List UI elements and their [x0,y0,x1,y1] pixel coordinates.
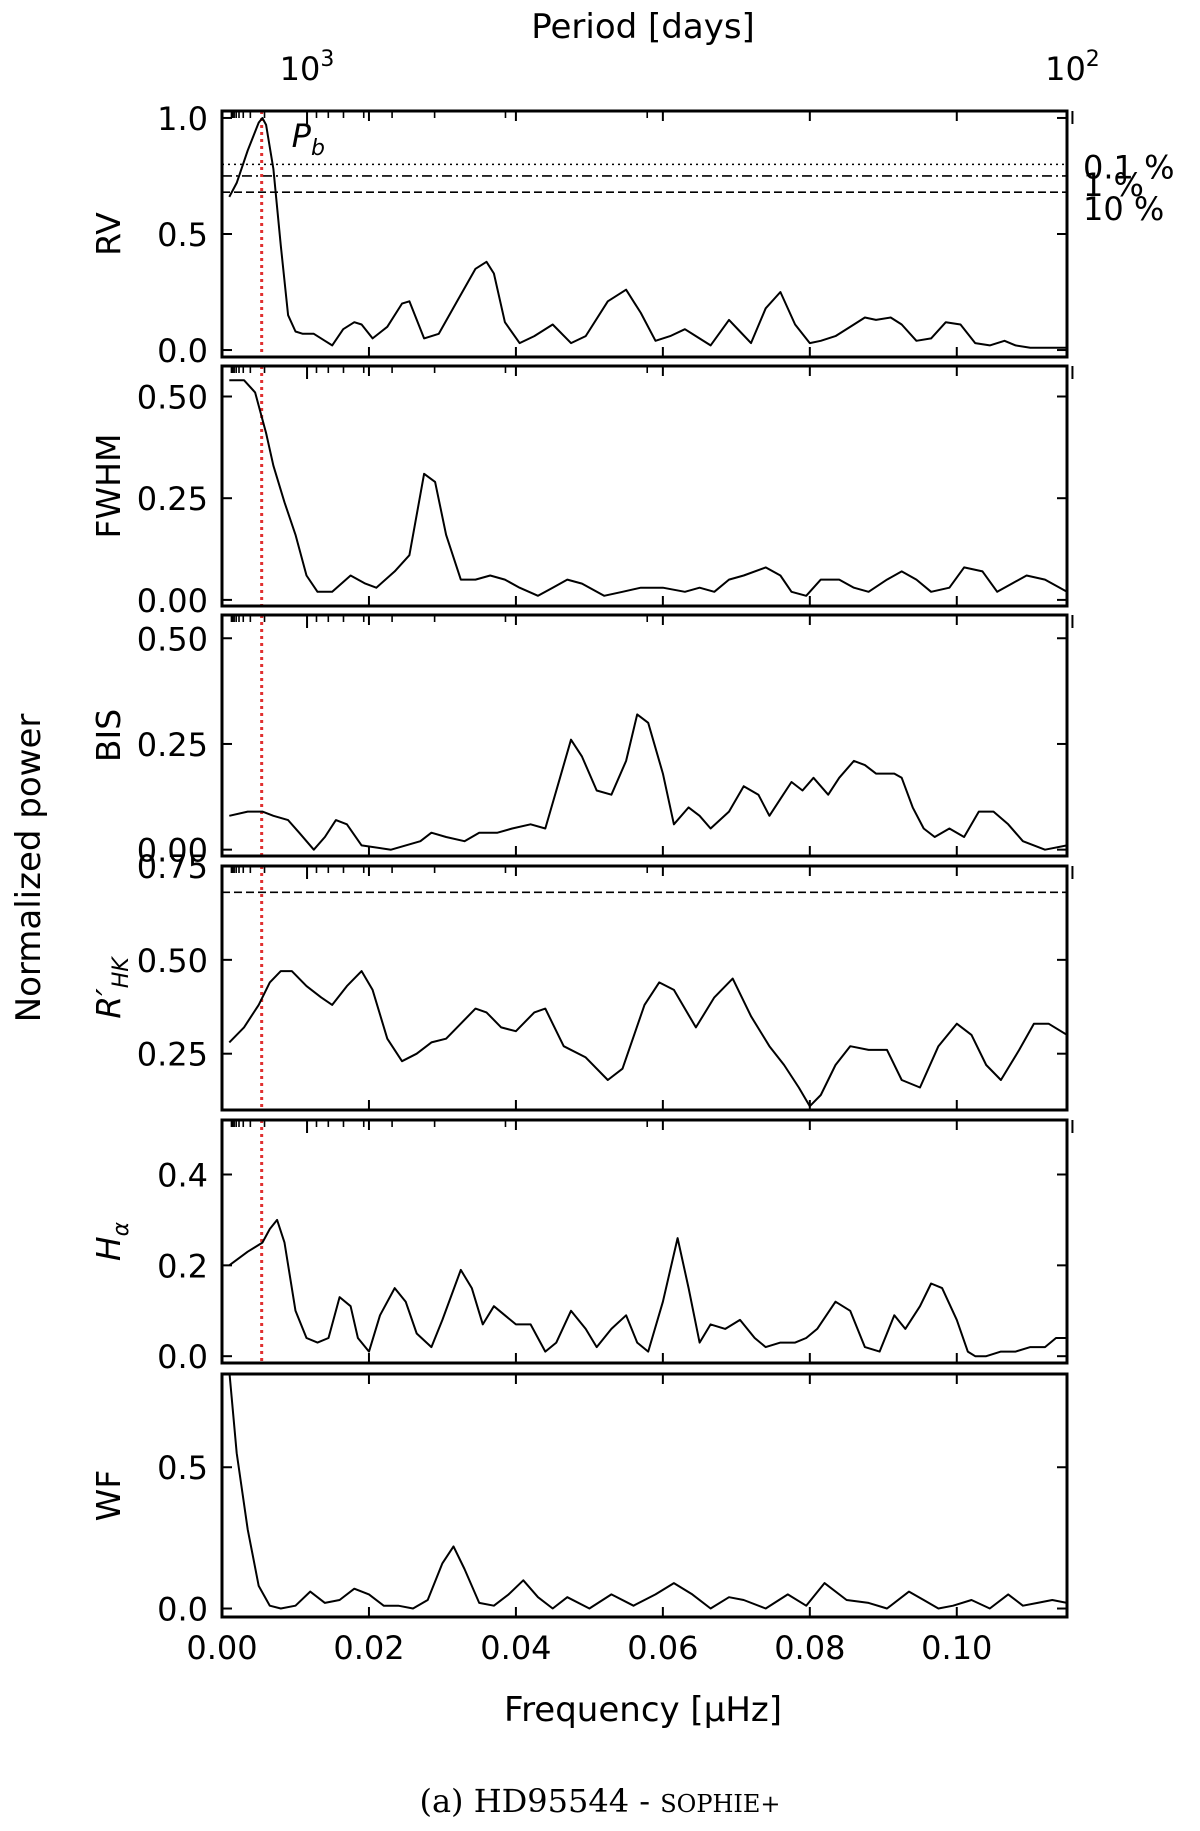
panel-ylabel-main: R′ [89,988,128,1019]
panel-ylabel: FWHM [89,434,128,539]
series-line [229,379,1067,597]
y-tick-label: 0.00 [137,832,208,870]
panel-3: 0.00 0.25 0.50 BIS [89,613,1074,870]
panel-1: 0.1 %1 %10 % 0.0 0.5 1.0 RV Pb [89,100,1174,370]
fap-label-3: 10 % [1083,190,1164,228]
panel-4: 0.25 0.50 0.75 R′HK [89,848,1074,1112]
top-period-axis: 103 102 [280,47,1100,88]
x-tick-label: 0.02 [333,1629,404,1667]
series-line [228,970,1067,1108]
caption-instrument: SOPHIE+ [660,1790,780,1818]
panel-frame [220,1372,1069,1619]
y-tick-label: 0.0 [157,1591,208,1629]
caption-prefix: (a) HD95544 - [419,1782,660,1820]
panel-ylabel: WF [89,1470,128,1522]
top-axis-label: Period [days] [531,7,755,47]
period-tick-base: 10 [280,50,321,88]
y-tick-label: 1.0 [157,100,208,138]
y-tick-label: 0.25 [137,480,208,518]
planet-period-label-main: P [292,117,312,155]
y-tick-label: 0.4 [157,1157,208,1195]
panel-frame [220,364,1069,608]
fap-label-1: 0.1 % [1083,148,1174,186]
y-tick-label: 0.0 [157,332,208,370]
panel-6: 0.0 0.5 WF 0.00 0.02 0.04 0.06 0.08 0.10 [89,1372,1069,1667]
period-tick-base: 10 [1045,50,1086,88]
figure-caption: (a) HD95544 - SOPHIE+ [419,1782,780,1820]
series-line [228,1218,1067,1358]
panel-ylabel-sub: α [109,1221,134,1236]
panel-frame [220,109,1069,359]
series-line [229,713,1067,851]
common-y-axis-label: Normalized power [9,714,49,1023]
planet-period-label-sub: b [311,136,325,161]
period-tick-label: 103 [280,47,335,88]
x-tick-label: 0.08 [774,1629,845,1667]
panel-5: 0.0 0.2 0.4 Hα [89,1118,1074,1376]
y-tick-label: 0.25 [137,726,208,764]
panel-ylabel: RV [89,212,128,256]
x-tick-label: 0.10 [921,1629,992,1667]
y-tick-label: 0.50 [137,379,208,417]
x-tick-label: 0.06 [627,1629,698,1667]
panel-ylabel: Hα [89,1221,134,1261]
y-tick-label: 0.0 [157,1338,208,1376]
period-tick-label: 102 [1045,47,1100,88]
panel-ylabel: R′HK [89,956,134,1019]
panel-frame [220,613,1069,858]
periodogram-panels: 0.1 %1 %10 %0.00.51.0RVPb0.000.250.50FWH… [89,100,1174,1667]
y-tick-label: 0.50 [137,620,208,658]
panel-ylabel: BIS [89,709,128,762]
period-tick-exp: 2 [1086,47,1100,72]
y-tick-label: 0.00 [137,582,208,620]
panel-ylabel-main: H [89,1236,128,1261]
series-line [228,1374,1067,1610]
period-tick-exp: 3 [320,47,334,72]
y-tick-label: 0.75 [137,848,208,886]
panel-frame [220,1118,1069,1365]
x-tick-label: 0.04 [480,1629,551,1667]
x-tick-label: 0.00 [186,1629,257,1667]
panel-ylabel-sub: HK [109,956,134,989]
y-tick-label: 0.5 [157,1449,208,1487]
y-tick-label: 0.5 [157,216,208,254]
series-line [228,117,1067,349]
fap-label-2: 1 % [1083,166,1144,204]
x-axis-label: Frequency [μHz] [504,1690,782,1730]
y-tick-label: 0.25 [137,1036,208,1074]
panel-frame [220,864,1069,1112]
y-tick-label: 0.2 [157,1247,208,1285]
y-tick-label: 0.50 [137,942,208,980]
planet-period-label: Pb [292,117,325,161]
